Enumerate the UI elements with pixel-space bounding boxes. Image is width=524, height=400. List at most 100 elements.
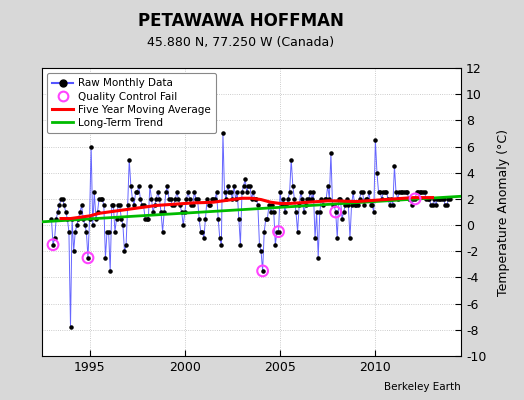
Point [351,202,359,209]
Point [241,176,249,182]
Point [192,196,200,202]
Point [225,189,234,196]
Point [185,196,194,202]
Point [377,196,386,202]
Point [53,209,62,215]
Point [381,189,389,196]
Point [312,209,321,215]
Point [336,196,345,202]
Legend: Raw Monthly Data, Quality Control Fail, Five Year Moving Average, Long-Term Tren: Raw Monthly Data, Quality Control Fail, … [47,73,216,133]
Point [258,268,267,274]
Point [400,189,408,196]
Point [303,196,311,202]
Point [222,196,231,202]
Point [171,196,180,202]
Point [109,202,117,209]
Point [189,202,197,209]
Point [363,196,372,202]
Point [417,189,425,196]
Point [386,202,394,209]
Point [329,202,337,209]
Point [90,189,99,196]
Point [239,183,248,189]
Point [112,215,121,222]
Point [125,156,134,163]
Point [395,189,403,196]
Point [300,209,308,215]
Point [103,228,111,235]
Point [301,202,310,209]
Point [352,202,361,209]
Point [338,215,346,222]
Point [323,183,332,189]
Point [158,228,167,235]
Point [374,189,383,196]
Point [441,202,450,209]
Point [106,268,114,274]
Point [49,242,57,248]
Point [258,268,267,274]
Point [358,189,367,196]
Point [107,202,116,209]
Point [409,196,418,202]
Point [408,202,416,209]
Point [122,242,130,248]
Point [265,202,273,209]
Point [276,189,285,196]
Point [133,189,141,196]
Point [272,228,281,235]
Point [209,196,217,202]
Point [411,196,419,202]
Point [286,189,294,196]
Point [190,189,199,196]
Point [369,209,378,215]
Point [127,183,135,189]
Point [150,202,159,209]
Point [430,196,438,202]
Point [281,209,289,215]
Point [181,209,189,215]
Point [87,143,95,150]
Point [269,209,278,215]
Point [166,196,174,202]
Point [332,209,340,215]
Point [163,183,171,189]
Point [228,196,237,202]
Point [230,183,238,189]
Point [49,242,57,248]
Point [287,156,296,163]
Point [236,242,245,248]
Point [130,202,138,209]
Point [115,202,124,209]
Point [184,189,192,196]
Point [65,228,73,235]
Point [360,202,368,209]
Point [111,228,119,235]
Point [435,196,443,202]
Point [246,183,254,189]
Point [60,202,68,209]
Point [252,196,260,202]
Point [368,202,376,209]
Point [275,228,283,235]
Point [67,324,75,330]
Point [232,196,240,202]
Point [124,202,132,209]
Point [406,196,414,202]
Point [371,137,379,143]
Point [373,170,381,176]
Point [211,196,219,202]
Point [383,189,391,196]
Point [279,196,288,202]
Point [292,209,300,215]
Point [179,222,188,228]
Point [255,242,264,248]
Point [411,196,419,202]
Point [322,196,330,202]
Point [73,222,81,228]
Point [275,228,283,235]
Point [141,215,149,222]
Point [257,248,265,254]
Point [314,255,322,261]
Point [50,235,59,241]
